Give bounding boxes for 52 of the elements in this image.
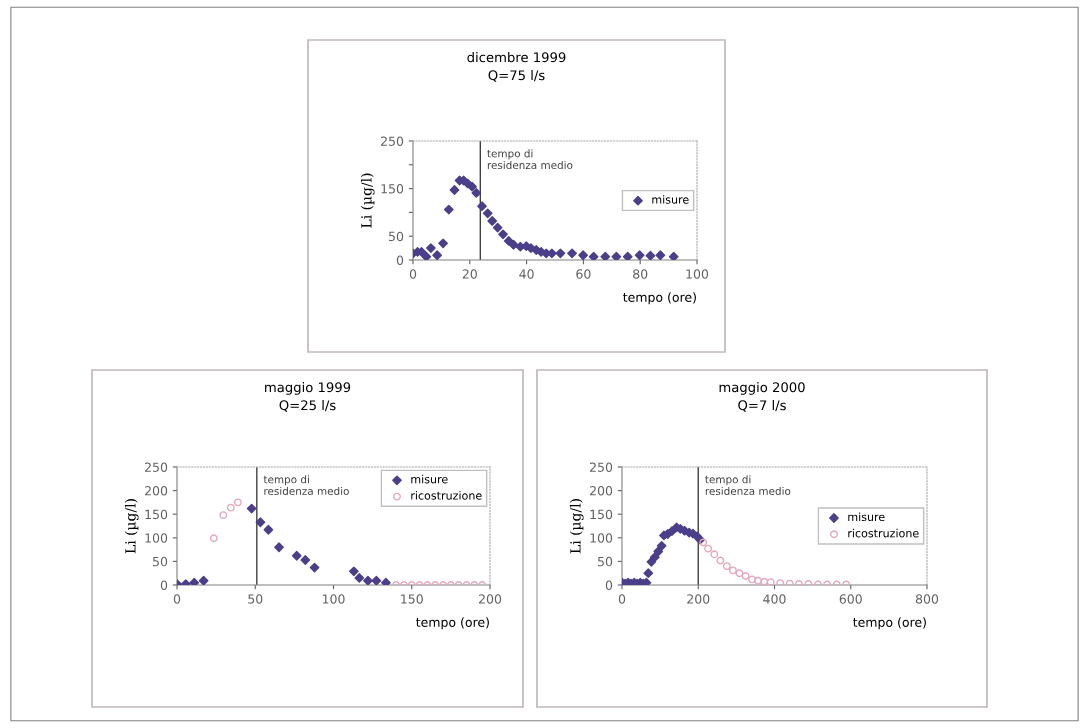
x-tick-label: 600 <box>839 594 862 604</box>
y-tick-label: 150 <box>145 509 168 520</box>
y-tick-label: 200 <box>590 486 613 496</box>
y-tick-label: 250 <box>590 462 613 472</box>
ref-line-label: tempo di residenza medio <box>263 475 349 495</box>
x-axis-title: tempo (ore) <box>416 617 489 630</box>
y-tick-label: 50 <box>153 556 168 567</box>
x-tick-label: 400 <box>763 594 786 604</box>
x-tick-label: 0 <box>409 269 417 279</box>
x-tick-label: 100 <box>322 594 345 604</box>
y-axis-title: Li (µg/l) <box>569 499 584 554</box>
y-tick-label: 150 <box>590 509 613 520</box>
y-tick-label: 0 <box>396 255 404 265</box>
x-tick-label: 800 <box>915 594 939 604</box>
legend-label: misure <box>848 512 885 522</box>
y-tick-label: 100 <box>145 533 168 543</box>
x-tick-label: 0 <box>618 594 626 604</box>
y-tick-label: 250 <box>145 462 168 472</box>
x-tick-label: 150 <box>401 594 423 604</box>
chart-title: maggio 2000 <box>719 382 805 395</box>
y-tick-label: 50 <box>598 556 613 567</box>
y-tick-label: 50 <box>389 231 404 242</box>
y-tick-label: 200 <box>145 486 168 496</box>
legend-label: misure <box>411 474 448 484</box>
x-tick-label: 200 <box>687 594 710 604</box>
legend-label: ricostruzione <box>848 528 919 538</box>
ref-line-label: tempo di residenza medio <box>487 149 573 170</box>
y-axis-title: Li (µg/l) <box>360 173 375 228</box>
x-tick-label: 100 <box>686 269 709 279</box>
chart-title: dicembre 1999 <box>467 52 566 63</box>
y-tick-label: 0 <box>160 580 168 590</box>
x-tick-label: 20 <box>462 269 477 279</box>
legend-label: misure <box>652 195 689 204</box>
chart-subtitle: Q=7 l/s <box>738 400 786 412</box>
ref-line-label: tempo di residenza medio <box>705 475 791 495</box>
x-axis-title: tempo (ore) <box>623 292 696 305</box>
y-tick-label: 100 <box>590 533 613 543</box>
chart-subtitle: Q=25 l/s <box>279 400 336 412</box>
y-axis-title: Li (µg/l) <box>124 499 139 554</box>
y-tick-label: 150 <box>381 184 404 194</box>
x-axis-title: tempo (ore) <box>853 617 926 630</box>
chart-subtitle: Q=75 l/s <box>488 70 545 82</box>
legend-label: ricostruzione <box>411 491 482 500</box>
x-tick-label: 0 <box>173 594 181 604</box>
x-tick-label: 200 <box>478 594 502 604</box>
chart-title: maggio 1999 <box>265 382 351 395</box>
x-tick-label: 50 <box>248 594 263 604</box>
x-tick-label: 80 <box>633 269 648 279</box>
y-tick-label: 250 <box>381 136 404 146</box>
x-tick-label: 60 <box>576 269 591 279</box>
x-tick-label: 40 <box>519 269 534 279</box>
y-tick-label: 0 <box>605 580 613 590</box>
